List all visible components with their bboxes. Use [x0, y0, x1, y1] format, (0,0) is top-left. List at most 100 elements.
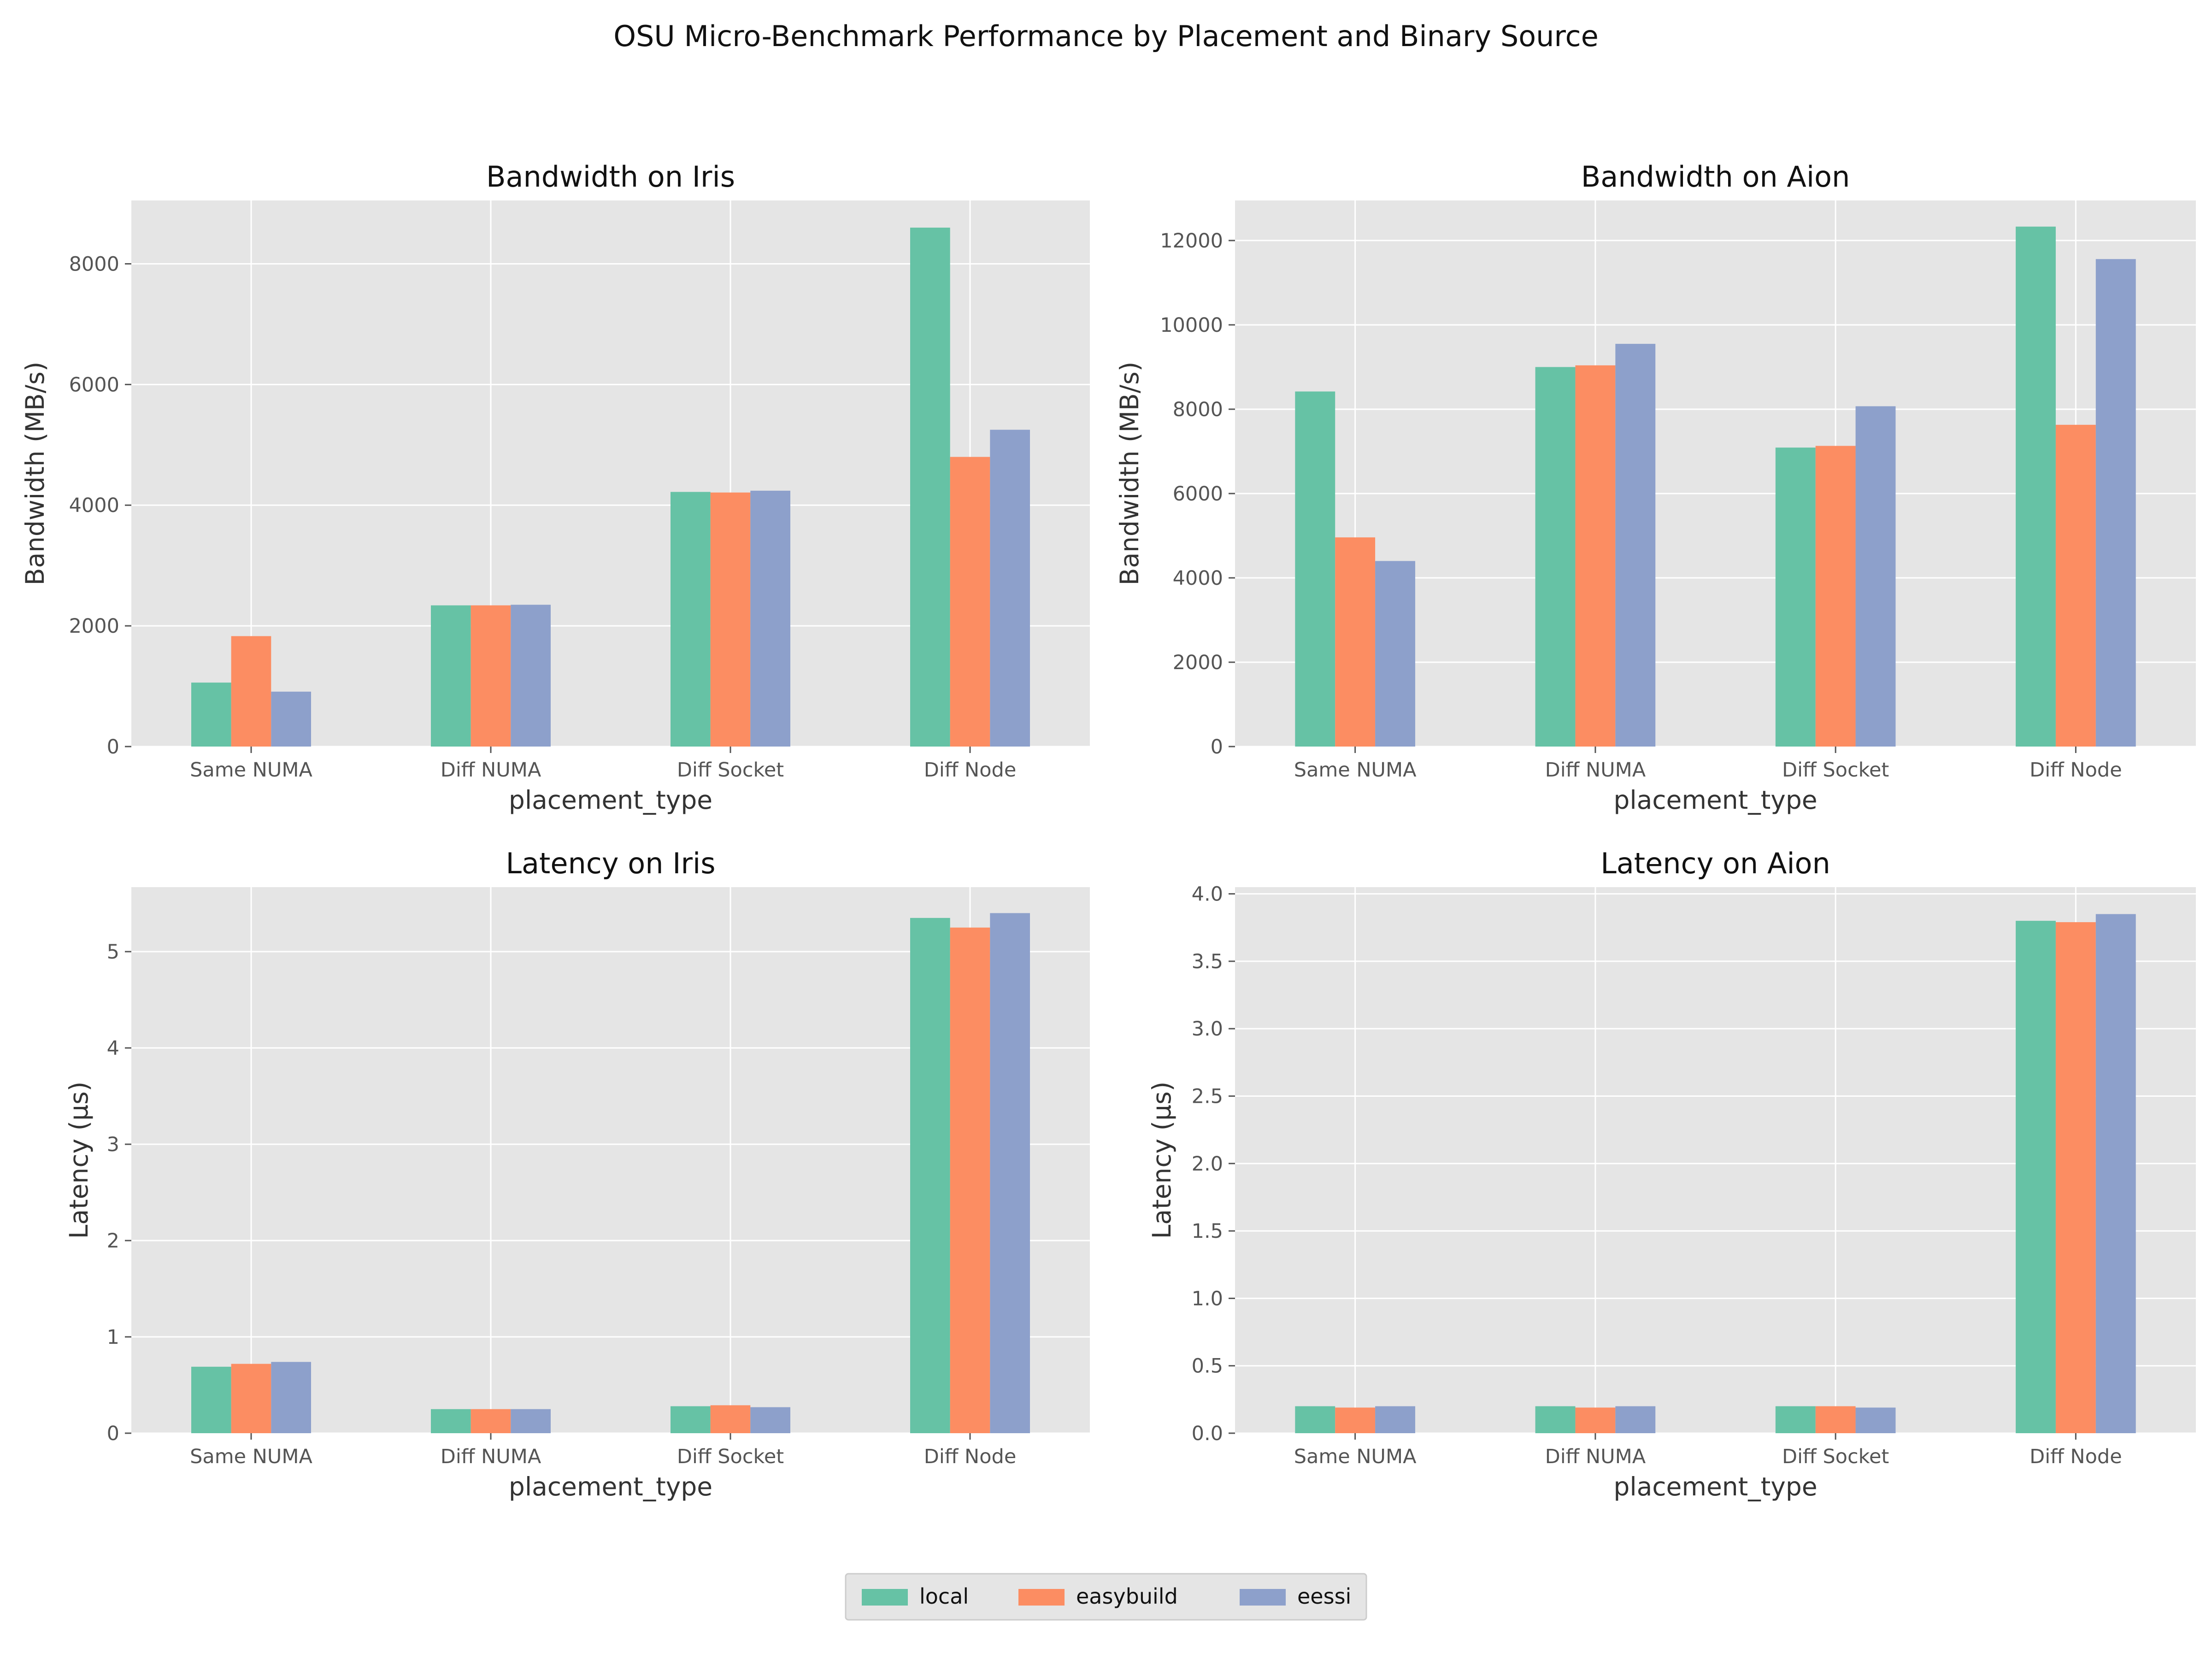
x-tick-label: Diff Node — [924, 1445, 1017, 1468]
bar-local — [2016, 226, 2056, 747]
y-tick-label: 12000 — [1160, 229, 1223, 253]
legend-item-eessi: eessi — [1240, 1584, 1351, 1609]
x-tick-label: Diff Socket — [677, 759, 784, 782]
bar-local — [1295, 1406, 1335, 1433]
bar-eessi — [1615, 344, 1656, 747]
y-tick-label: 0 — [107, 1422, 119, 1445]
y-axis-label: Latency (µs) — [1147, 1082, 1177, 1239]
legend-items: local easybuild eessi — [862, 1584, 1351, 1609]
y-tick-label: 0.0 — [1192, 1422, 1223, 1445]
chart-panels: 0 2000 4000 6000 8000 Same NUMA Diff NUMA Diff … — [20, 160, 2196, 1501]
bar-local — [910, 918, 950, 1433]
bar-easybuild — [950, 927, 990, 1433]
x-tick-label: Diff Node — [2030, 759, 2122, 782]
bar-eessi — [1855, 1407, 1896, 1433]
bar-easybuild — [1815, 446, 1856, 747]
bar-eessi — [750, 490, 790, 747]
x-axis-label: placement_type — [1613, 1472, 1817, 1501]
legend-label-local: local — [919, 1584, 969, 1609]
bar-eessi — [990, 913, 1030, 1433]
x-axis-label: placement_type — [509, 1472, 712, 1501]
legend-item-easybuild: easybuild — [1018, 1584, 1178, 1609]
bar-eessi — [511, 605, 551, 747]
y-tick-label: 2.5 — [1192, 1085, 1223, 1108]
y-tick-label: 3 — [107, 1133, 119, 1156]
bar-easybuild — [1815, 1406, 1856, 1433]
bar-eessi — [1855, 406, 1896, 747]
x-tick-label: Diff NUMA — [441, 759, 541, 782]
y-tick-label: 1.0 — [1192, 1287, 1223, 1310]
bar-eessi — [271, 691, 311, 747]
bar-easybuild — [1335, 1407, 1376, 1433]
x-tick-label: Diff NUMA — [441, 1445, 541, 1468]
x-axis-label: placement_type — [509, 785, 712, 815]
y-tick-label: 2.0 — [1192, 1153, 1223, 1176]
panel-title: Latency on Iris — [506, 847, 715, 880]
x-tick-label: Same NUMA — [1294, 759, 1417, 782]
y-tick-label: 4000 — [69, 494, 119, 517]
y-tick-label: 0.5 — [1192, 1355, 1223, 1378]
y-tick-label: 8000 — [69, 253, 119, 276]
x-tick-label: Diff Socket — [677, 1445, 784, 1468]
y-tick-label: 2 — [107, 1230, 119, 1253]
bar-local — [1775, 1406, 1816, 1433]
bar-local — [191, 682, 231, 747]
y-tick-label: 6000 — [1173, 482, 1223, 506]
bar-eessi — [511, 1409, 551, 1433]
y-tick-label: 4.0 — [1192, 883, 1223, 906]
bar-local — [671, 492, 711, 747]
x-tick-label: Diff Node — [2030, 1445, 2122, 1468]
bar-easybuild — [2055, 424, 2096, 747]
y-tick-label: 6000 — [69, 373, 119, 396]
bar-easybuild — [471, 605, 511, 747]
bar-eessi — [1615, 1406, 1656, 1433]
bar-easybuild — [1575, 365, 1616, 747]
figure-title: OSU Micro-Benchmark Performance by Place… — [613, 19, 1599, 53]
chart-panel-3: 0 1 2 3 4 5 Same NUMA Diff NUMA Diff Socket Diff … — [64, 847, 1090, 1501]
x-tick-label: Same NUMA — [190, 1445, 312, 1468]
y-tick-label: 8000 — [1173, 398, 1223, 421]
x-axis-label: placement_type — [1613, 785, 1817, 815]
bar-eessi — [2095, 259, 2136, 747]
x-tick-label: Diff Node — [924, 759, 1017, 782]
bar-easybuild — [231, 1364, 271, 1433]
chart-panel-4: 0.0 0.5 1.0 1.5 2.0 2.5 3.0 3.5 4.0 Same NUMA Diff… — [1147, 847, 2196, 1501]
bar-easybuild — [1335, 537, 1376, 747]
y-axis-label: Bandwidth (MB/s) — [1115, 362, 1144, 586]
y-tick-label: 1 — [107, 1326, 119, 1349]
legend-swatch-easybuild — [1018, 1589, 1065, 1606]
legend-swatch-local — [862, 1589, 908, 1606]
bar-eessi — [990, 429, 1030, 747]
bar-local — [910, 227, 950, 747]
x-tick-label: Diff Socket — [1782, 759, 1889, 782]
y-tick-label: 1.5 — [1192, 1220, 1223, 1243]
y-tick-label: 4000 — [1173, 567, 1223, 590]
x-tick-label: Diff NUMA — [1545, 759, 1646, 782]
bar-eessi — [750, 1407, 790, 1433]
panel-title: Latency on Aion — [1600, 847, 1830, 880]
bar-eessi — [2095, 914, 2136, 1433]
panel-title: Bandwidth on Iris — [486, 160, 735, 194]
y-tick-label: 2000 — [69, 615, 119, 638]
x-tick-label: Same NUMA — [1294, 1445, 1417, 1468]
bar-easybuild — [710, 492, 751, 747]
x-tick-label: Diff NUMA — [1545, 1445, 1646, 1468]
bar-eessi — [1375, 561, 1415, 747]
y-tick-label: 3.0 — [1192, 1018, 1223, 1041]
legend-box — [845, 1573, 1367, 1621]
legend-label-eessi: eessi — [1297, 1584, 1351, 1609]
bar-eessi — [1375, 1406, 1415, 1433]
bar-local — [431, 605, 471, 747]
legend: local easybuild eessi — [845, 1573, 1367, 1621]
bar-local — [431, 1409, 471, 1433]
bar-local — [1535, 1406, 1576, 1433]
bar-easybuild — [231, 636, 271, 747]
y-tick-label: 0 — [107, 735, 119, 759]
bar-easybuild — [1575, 1407, 1616, 1433]
chart-panel-1: 0 2000 4000 6000 8000 Same NUMA Diff NUMA Diff … — [20, 160, 1090, 815]
y-tick-label: 10000 — [1160, 314, 1223, 337]
bar-easybuild — [710, 1405, 751, 1433]
x-tick-label: Same NUMA — [190, 759, 312, 782]
y-tick-label: 4 — [107, 1037, 119, 1060]
